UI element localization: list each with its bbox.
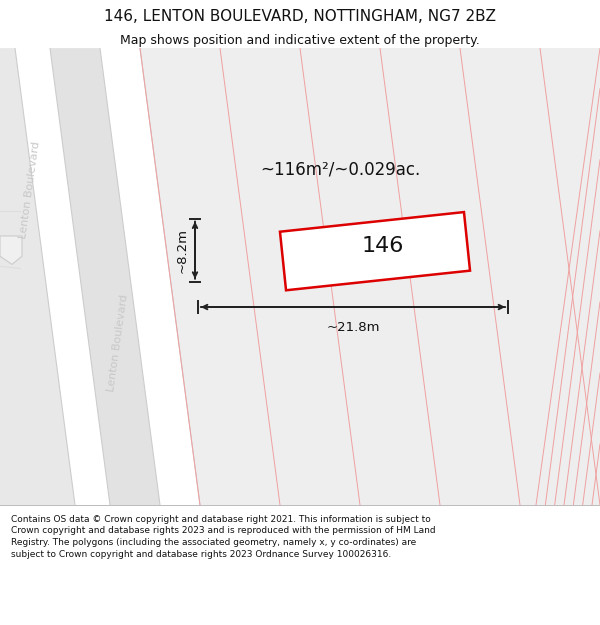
Polygon shape <box>0 236 22 264</box>
Text: Map shows position and indicative extent of the property.: Map shows position and indicative extent… <box>120 34 480 47</box>
Text: 146: 146 <box>362 236 404 256</box>
Polygon shape <box>0 48 75 505</box>
Text: ~116m²/~0.029ac.: ~116m²/~0.029ac. <box>260 161 420 179</box>
Polygon shape <box>100 48 200 505</box>
Text: Lenton Boulevard: Lenton Boulevard <box>106 293 130 392</box>
Polygon shape <box>280 212 470 290</box>
Polygon shape <box>50 48 160 505</box>
Polygon shape <box>15 48 110 505</box>
Polygon shape <box>140 48 600 505</box>
Text: 146, LENTON BOULEVARD, NOTTINGHAM, NG7 2BZ: 146, LENTON BOULEVARD, NOTTINGHAM, NG7 2… <box>104 9 496 24</box>
Text: ~21.8m: ~21.8m <box>326 321 380 334</box>
Text: Contains OS data © Crown copyright and database right 2021. This information is : Contains OS data © Crown copyright and d… <box>11 514 436 559</box>
Text: Lenton Boulevard: Lenton Boulevard <box>18 141 42 239</box>
Text: ~8.2m: ~8.2m <box>176 228 189 272</box>
